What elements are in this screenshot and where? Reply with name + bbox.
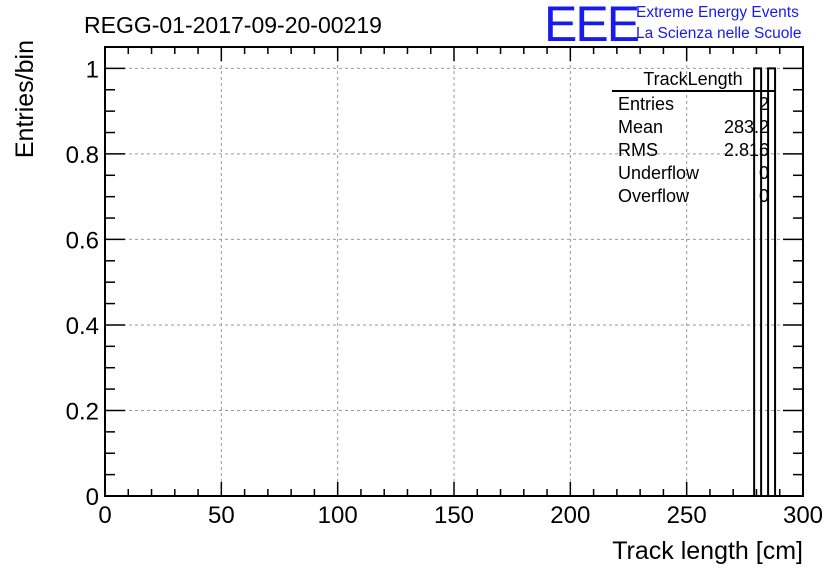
- stats-box-title: TrackLength: [643, 69, 742, 89]
- x-tick-label: 50: [208, 502, 235, 529]
- eee-logo-letters: EEE: [544, 0, 640, 52]
- x-tick-label: 100: [318, 502, 358, 529]
- x-tick-label: 250: [667, 502, 707, 529]
- stats-box: TrackLength Entries 2 Mean 283.2 RMS 2.816 Unde…: [612, 69, 776, 206]
- chart-title: REGG-01-2017-09-20-00219: [84, 12, 382, 38]
- x-tick-label: 0: [98, 502, 111, 529]
- stats-row-value: 0: [759, 186, 769, 206]
- y-tick-label: 0.8: [66, 142, 99, 169]
- y-tick-label: 0.2: [66, 398, 99, 425]
- histogram-bin: [767, 67, 777, 497]
- y-tick-label: 0.4: [66, 313, 99, 340]
- stats-row-label: Overflow: [618, 186, 690, 206]
- stats-row-label: Entries: [618, 94, 674, 114]
- stats-row-value: 0: [759, 163, 769, 183]
- y-tick-label: 1: [86, 56, 99, 83]
- stats-row-label: RMS: [618, 140, 658, 160]
- stats-row-value: 2.816: [724, 140, 769, 160]
- x-tick-label: 200: [550, 502, 590, 529]
- stats-row-value: 283.2: [724, 117, 769, 137]
- x-axis-label: Track length [cm]: [612, 537, 803, 565]
- y-tick-label: 0.6: [66, 227, 99, 254]
- stats-row-label: Mean: [618, 117, 663, 137]
- x-tick-label: 150: [434, 502, 474, 529]
- x-tick-label: 300: [783, 502, 823, 529]
- y-axis-label: Entries/bin: [11, 40, 39, 158]
- stats-row-label: Underflow: [618, 163, 700, 183]
- grid-layer: [105, 47, 803, 496]
- y-tick-label: 0: [86, 484, 99, 511]
- logo-subtitle-line1: Extreme Energy Events: [636, 4, 799, 21]
- logo-subtitle-line2: La Scienza nelle Scuole: [636, 25, 802, 42]
- stats-row-value: 2: [759, 94, 769, 114]
